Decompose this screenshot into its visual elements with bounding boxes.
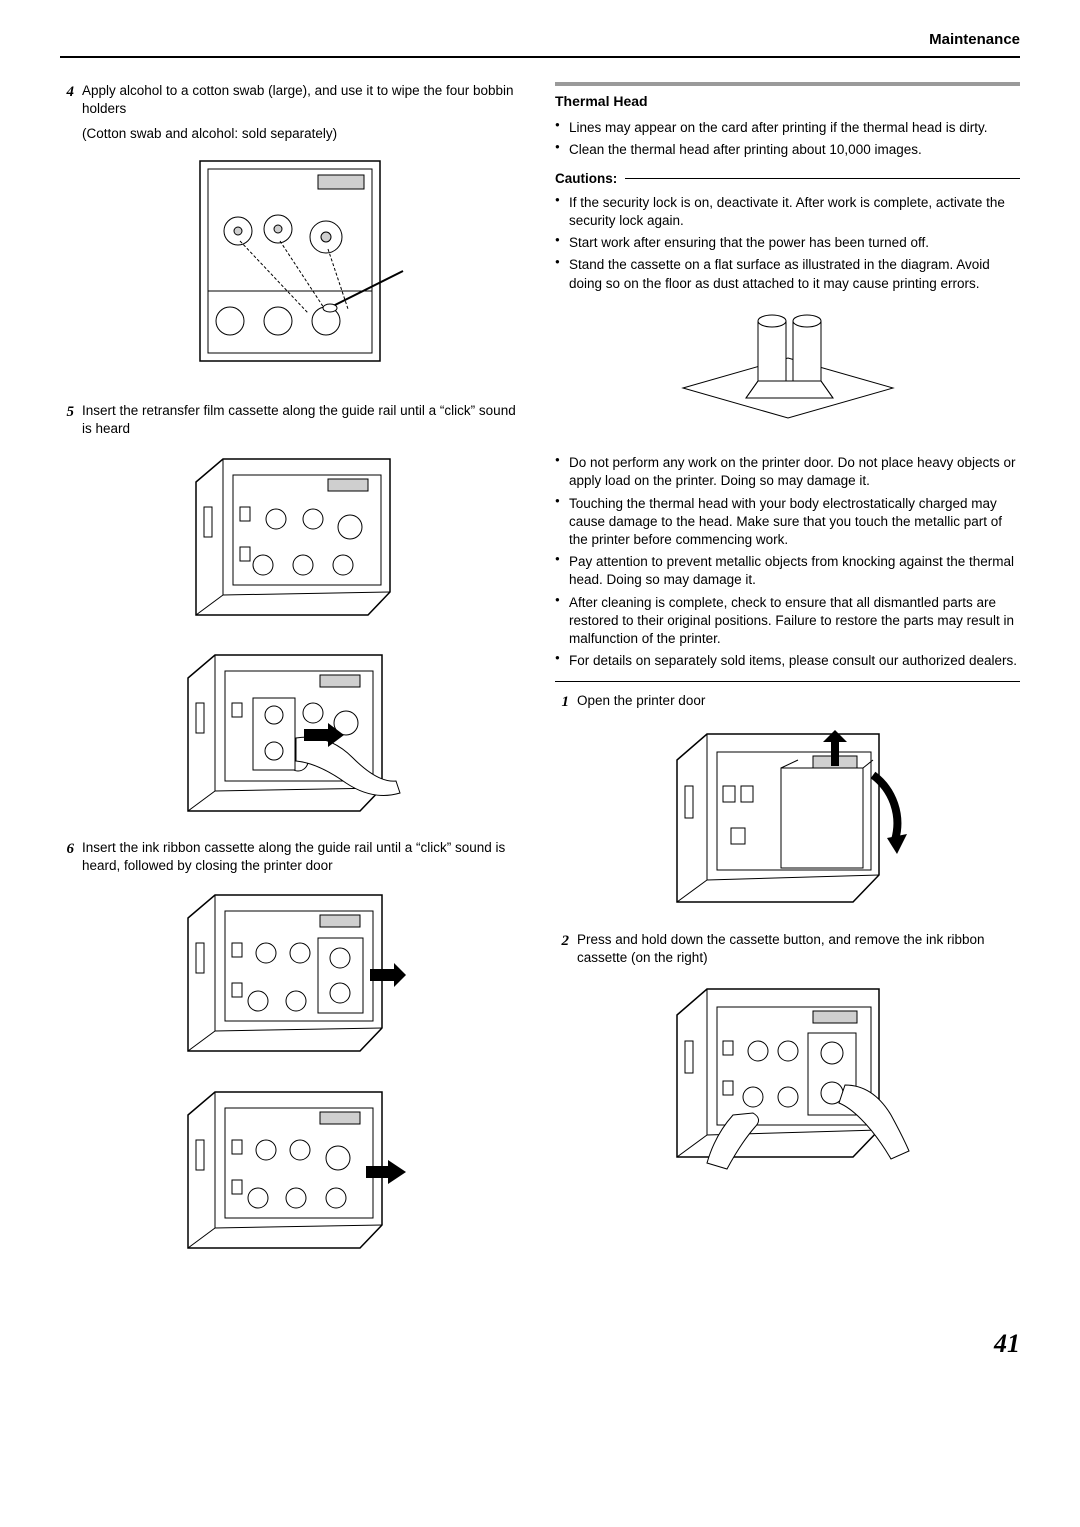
page-header: Maintenance bbox=[60, 30, 1020, 58]
step-1-right: 1 Open the printer door bbox=[555, 692, 1020, 712]
caution-item: Pay attention to prevent metallic object… bbox=[555, 553, 1020, 589]
cautions-header: Cautions: bbox=[555, 170, 1020, 188]
figure-bobbin-holders bbox=[60, 151, 525, 386]
step-text: Insert the retransfer film cassette alon… bbox=[82, 402, 525, 438]
step-4-note: (Cotton swab and alcohol: sold separatel… bbox=[82, 125, 525, 143]
caution-item: Touching the thermal head with your body… bbox=[555, 495, 1020, 550]
cautions-rule bbox=[625, 178, 1020, 179]
step-number: 5 bbox=[60, 402, 74, 438]
figure-ink-ribbon-insert bbox=[60, 883, 525, 1063]
caution-item: Stand the cassette on a flat surface as … bbox=[555, 256, 1020, 292]
right-column: Thermal Head Lines may appear on the car… bbox=[555, 82, 1020, 1276]
step-2-right: 2 Press and hold down the cassette butto… bbox=[555, 931, 1020, 967]
step-text: Insert the ink ribbon cassette along the… bbox=[82, 839, 525, 875]
figure-open-door bbox=[555, 720, 1020, 915]
step-6: 6 Insert the ink ribbon cassette along t… bbox=[60, 839, 525, 875]
step-number: 6 bbox=[60, 839, 74, 875]
caution-item: If the security lock is on, deactivate i… bbox=[555, 194, 1020, 230]
step-5: 5 Insert the retransfer film cassette al… bbox=[60, 402, 525, 438]
figure-close-door bbox=[60, 1080, 525, 1260]
thermal-head-heading: Thermal Head bbox=[555, 82, 1020, 111]
caution-item: For details on separately sold items, pl… bbox=[555, 652, 1020, 670]
left-column: 4 Apply alcohol to a cotton swab (large)… bbox=[60, 82, 525, 1276]
cautions-list-2: Do not perform any work on the printer d… bbox=[555, 454, 1020, 670]
thermal-head-intro: Lines may appear on the card after print… bbox=[555, 119, 1020, 159]
caution-item: After cleaning is complete, check to ens… bbox=[555, 594, 1020, 649]
divider-rule bbox=[555, 681, 1020, 682]
caution-item: Do not perform any work on the printer d… bbox=[555, 454, 1020, 490]
intro-item: Lines may appear on the card after print… bbox=[555, 119, 1020, 137]
two-column-layout: 4 Apply alcohol to a cotton swab (large)… bbox=[60, 82, 1020, 1276]
figure-retransfer-insert-2 bbox=[60, 643, 525, 823]
step-number: 1 bbox=[555, 692, 569, 712]
figure-retransfer-insert-1 bbox=[60, 447, 525, 627]
step-text: Open the printer door bbox=[577, 692, 1020, 712]
cautions-label: Cautions: bbox=[555, 170, 617, 188]
page-number: 41 bbox=[60, 1326, 1020, 1361]
cautions-list-1: If the security lock is on, deactivate i… bbox=[555, 194, 1020, 293]
caution-item: Start work after ensuring that the power… bbox=[555, 234, 1020, 252]
figure-cassette-stand bbox=[555, 303, 1020, 438]
step-number: 2 bbox=[555, 931, 569, 967]
step-text: Apply alcohol to a cotton swab (large), … bbox=[82, 82, 525, 118]
step-number: 4 bbox=[60, 82, 74, 118]
step-4: 4 Apply alcohol to a cotton swab (large)… bbox=[60, 82, 525, 118]
step-text: Press and hold down the cassette button,… bbox=[577, 931, 1020, 967]
header-title: Maintenance bbox=[929, 31, 1020, 48]
intro-item: Clean the thermal head after printing ab… bbox=[555, 141, 1020, 159]
figure-remove-ink-ribbon bbox=[555, 975, 1020, 1180]
